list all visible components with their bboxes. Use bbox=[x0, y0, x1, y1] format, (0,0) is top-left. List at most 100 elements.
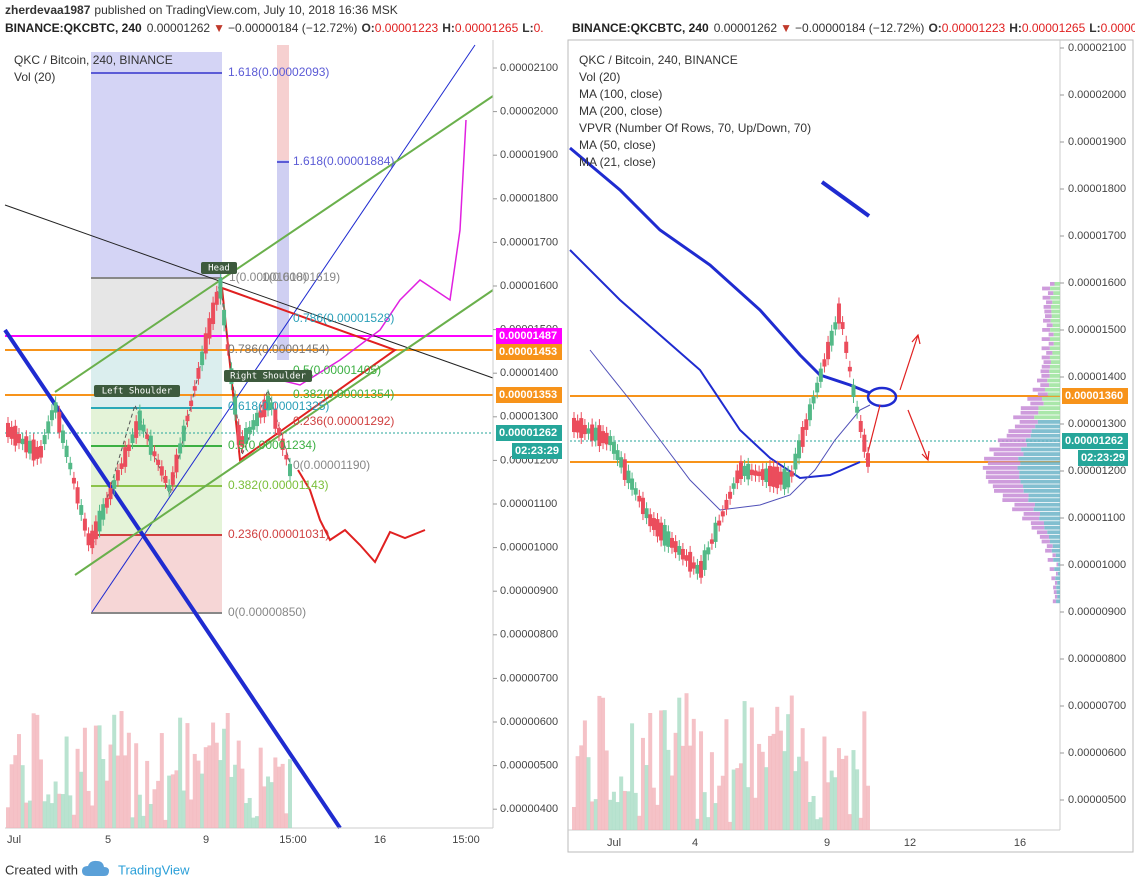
vpvr-bar bbox=[1030, 433, 1060, 438]
candle bbox=[833, 322, 838, 330]
candle bbox=[695, 564, 700, 574]
volume-bar bbox=[593, 799, 598, 830]
volume-bar bbox=[288, 759, 292, 828]
volume-bar bbox=[27, 800, 32, 828]
time-axis-label: 12 bbox=[904, 837, 916, 849]
volume-bar bbox=[851, 750, 856, 830]
volume-bar bbox=[651, 787, 656, 830]
vpvr-bar bbox=[1044, 309, 1052, 314]
vpvr-bar bbox=[1008, 429, 1032, 433]
candle bbox=[181, 425, 186, 442]
volume-bar bbox=[666, 749, 671, 830]
volume-bar bbox=[807, 801, 812, 830]
vpvr-bar bbox=[1012, 507, 1034, 512]
volume-bar bbox=[586, 757, 591, 830]
fib-label: 1.618(0.00002093) bbox=[228, 65, 329, 79]
candle bbox=[203, 333, 208, 354]
candle bbox=[771, 466, 776, 487]
candle bbox=[258, 410, 263, 418]
vpvr-bar bbox=[1052, 323, 1060, 328]
vpvr-bar bbox=[1054, 282, 1060, 286]
volume-bar bbox=[866, 785, 870, 830]
vpvr-bar bbox=[1023, 452, 1060, 456]
candle bbox=[659, 522, 664, 541]
candle bbox=[757, 471, 762, 477]
candle bbox=[269, 402, 274, 410]
candle bbox=[115, 470, 120, 481]
vpvr-bar bbox=[1038, 410, 1060, 415]
header: zherdevaa1987 published on TradingView.co… bbox=[5, 3, 398, 17]
candle bbox=[789, 471, 794, 477]
vpvr-bar bbox=[1039, 516, 1060, 521]
candle bbox=[822, 359, 827, 367]
vpvr-bar bbox=[984, 456, 1019, 461]
fib-label: 1.618(0.00001884) bbox=[293, 154, 394, 168]
volume-bar bbox=[236, 740, 241, 828]
candle bbox=[170, 472, 175, 485]
price-axis-label: 0.00001400 bbox=[1068, 371, 1126, 383]
volume-bar bbox=[141, 815, 146, 828]
volume-bar bbox=[640, 737, 645, 830]
volume-bar bbox=[71, 814, 76, 828]
volume-bar bbox=[90, 805, 95, 828]
volume-bar bbox=[214, 742, 219, 828]
price-axis-label: 0.00000600 bbox=[500, 716, 558, 728]
candle bbox=[742, 465, 747, 476]
vpvr-bar bbox=[1045, 314, 1052, 318]
vpvr-bar bbox=[1053, 590, 1057, 594]
price-axis-label: 0.00000800 bbox=[500, 629, 558, 641]
volume-bar bbox=[633, 792, 638, 830]
candle bbox=[90, 530, 95, 549]
volume-bar bbox=[699, 731, 704, 830]
vpvr-bar bbox=[1006, 433, 1031, 438]
candle bbox=[280, 438, 285, 450]
candle bbox=[691, 562, 696, 569]
candle bbox=[126, 444, 131, 451]
volume-bar bbox=[233, 764, 238, 828]
vpvr-bar bbox=[1020, 479, 1060, 484]
volume-bar bbox=[130, 817, 135, 828]
volume-bar bbox=[659, 710, 664, 830]
candle bbox=[200, 351, 205, 366]
vpvr-bar bbox=[1038, 406, 1060, 410]
candle bbox=[93, 521, 98, 540]
candle bbox=[844, 341, 849, 353]
price-axis-label: 0.00000700 bbox=[1068, 700, 1126, 712]
volume-bar bbox=[742, 701, 747, 830]
volume-bar bbox=[218, 760, 223, 828]
volume-bar bbox=[778, 730, 783, 830]
volume-bar bbox=[200, 773, 205, 828]
price-axis-label: 0.00001900 bbox=[500, 149, 558, 161]
panel-frame bbox=[567, 39, 1134, 853]
vpvr-bar bbox=[1053, 585, 1057, 590]
candle bbox=[786, 471, 791, 488]
change: −0.00000184 (−12.72%) bbox=[228, 21, 357, 35]
vpvr-bar bbox=[1055, 553, 1060, 558]
candle bbox=[255, 412, 260, 427]
volume-bar bbox=[86, 790, 91, 828]
vpvr-bar bbox=[1053, 332, 1060, 337]
vpvr-bar bbox=[1049, 374, 1060, 378]
annotation: Head bbox=[208, 264, 230, 274]
volume-bar bbox=[247, 797, 252, 828]
candle bbox=[156, 459, 161, 465]
vpvr-bar bbox=[1049, 364, 1060, 369]
vpvr-bar bbox=[1056, 585, 1060, 590]
vpvr-bar bbox=[1045, 548, 1052, 553]
arrow-head bbox=[921, 450, 930, 462]
volume-bar bbox=[688, 745, 693, 830]
price-axis-label: 0.00000900 bbox=[1068, 606, 1126, 618]
trend-line bbox=[820, 180, 871, 218]
volume-bar bbox=[826, 782, 831, 830]
candle bbox=[9, 426, 14, 439]
vpvr-bar bbox=[1040, 369, 1050, 374]
volume-bar bbox=[38, 759, 43, 828]
time-axis-label: 15:00 bbox=[452, 834, 480, 846]
volume-bar bbox=[64, 736, 69, 828]
volume-bar bbox=[31, 713, 36, 828]
volume-bar bbox=[855, 769, 860, 830]
volume-bar bbox=[20, 765, 25, 828]
candle bbox=[662, 524, 667, 546]
candle bbox=[79, 505, 84, 515]
annotation: Left Shoulder bbox=[102, 387, 173, 397]
